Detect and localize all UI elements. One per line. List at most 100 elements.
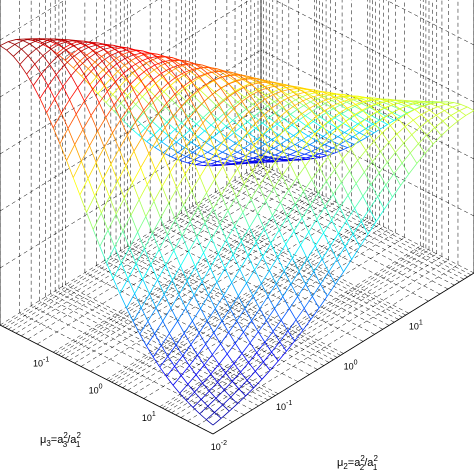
mesh-line	[135, 248, 145, 264]
mesh-line	[167, 76, 177, 84]
mesh-line	[102, 69, 112, 79]
mesh-line	[162, 72, 170, 78]
mesh-line	[122, 230, 130, 248]
mesh-line	[209, 382, 218, 392]
mesh-line	[248, 362, 256, 372]
mesh-line	[87, 68, 97, 78]
mesh-line	[262, 117, 270, 124]
mesh-line	[263, 114, 271, 127]
floor-gridline	[110, 256, 324, 366]
mesh-line	[233, 353, 243, 364]
mesh-line	[302, 147, 312, 152]
mesh-line	[393, 101, 402, 105]
mesh-line	[162, 307, 172, 322]
mesh-line	[47, 85, 56, 99]
mesh-line	[354, 103, 362, 107]
mesh-line	[395, 152, 403, 164]
mesh-line	[284, 120, 294, 130]
mesh-line	[225, 372, 233, 382]
mesh-line	[347, 183, 357, 196]
mesh-line	[200, 295, 210, 309]
mesh-line	[275, 270, 285, 285]
mesh-line	[103, 49, 111, 56]
mesh-line	[120, 262, 129, 279]
mesh-line	[205, 79, 215, 85]
mesh-line	[143, 99, 153, 111]
mesh-line	[128, 96, 138, 108]
mesh-line	[225, 125, 235, 133]
mesh-line	[126, 121, 136, 136]
mesh-line	[188, 63, 198, 70]
mesh-line	[305, 155, 313, 159]
mesh-line	[204, 93, 213, 102]
mesh-line	[87, 52, 96, 60]
floor-gridline	[58, 193, 320, 356]
floor-gridline	[21, 174, 283, 337]
mesh-line	[200, 67, 208, 74]
mesh-line	[184, 68, 193, 73]
mesh-line	[108, 63, 118, 71]
mesh-line	[247, 115, 255, 123]
mesh-line	[273, 91, 282, 96]
mesh-line	[337, 128, 345, 139]
mesh-line	[281, 89, 290, 92]
mesh-line	[356, 97, 364, 102]
mesh-line	[360, 221, 369, 235]
mesh-line	[294, 140, 302, 145]
mesh-line	[217, 382, 225, 391]
mesh-line	[176, 174, 186, 189]
mesh-line	[182, 80, 192, 87]
mesh-line	[152, 345, 162, 358]
mesh-line	[324, 110, 332, 120]
mesh-line	[156, 139, 164, 157]
mesh-line	[138, 76, 146, 88]
mesh-line	[163, 280, 173, 295]
mesh-line	[230, 388, 240, 398]
mesh-line	[309, 107, 317, 117]
mesh-line	[152, 79, 161, 91]
mesh-line	[212, 194, 222, 209]
mesh-line	[210, 118, 219, 126]
mesh-line	[218, 97, 228, 106]
mesh-line	[467, 106, 474, 112]
mesh-line	[383, 117, 391, 126]
mesh-line	[52, 40, 60, 45]
mesh-line	[340, 102, 348, 109]
mesh-line	[193, 95, 202, 104]
mesh-line	[198, 206, 206, 223]
mesh-line	[231, 282, 239, 297]
floor-gridline	[0, 163, 262, 326]
mesh-line	[409, 100, 417, 104]
mesh-line	[130, 56, 139, 61]
mesh-line	[128, 107, 136, 123]
mesh-line	[208, 281, 218, 296]
mesh-line	[77, 87, 85, 102]
mesh-line	[397, 102, 407, 107]
mesh-line	[263, 361, 271, 371]
mesh-line	[62, 86, 70, 100]
mesh-line	[227, 97, 235, 109]
mesh-line	[159, 82, 169, 91]
mesh-line	[186, 101, 196, 111]
mesh-line	[319, 153, 328, 156]
mesh-line	[303, 105, 313, 112]
mesh-line	[174, 355, 184, 367]
mesh-line	[348, 97, 358, 101]
mesh-line	[319, 167, 327, 182]
mesh-line	[414, 105, 424, 110]
mesh-line	[339, 104, 349, 111]
mesh-line	[180, 265, 188, 281]
mesh-line	[367, 221, 377, 235]
mesh-line	[282, 283, 292, 297]
mesh-line	[99, 229, 109, 247]
floor-gridline	[127, 229, 389, 391]
mesh-line	[162, 320, 170, 334]
mesh-line	[280, 319, 289, 332]
mesh-line	[242, 198, 252, 213]
y-tick-label: 100	[344, 360, 358, 372]
mesh-line	[404, 119, 414, 127]
mesh-line	[246, 75, 254, 80]
mesh-line	[213, 320, 223, 333]
mesh-line	[381, 132, 390, 143]
mesh-line	[222, 147, 230, 153]
